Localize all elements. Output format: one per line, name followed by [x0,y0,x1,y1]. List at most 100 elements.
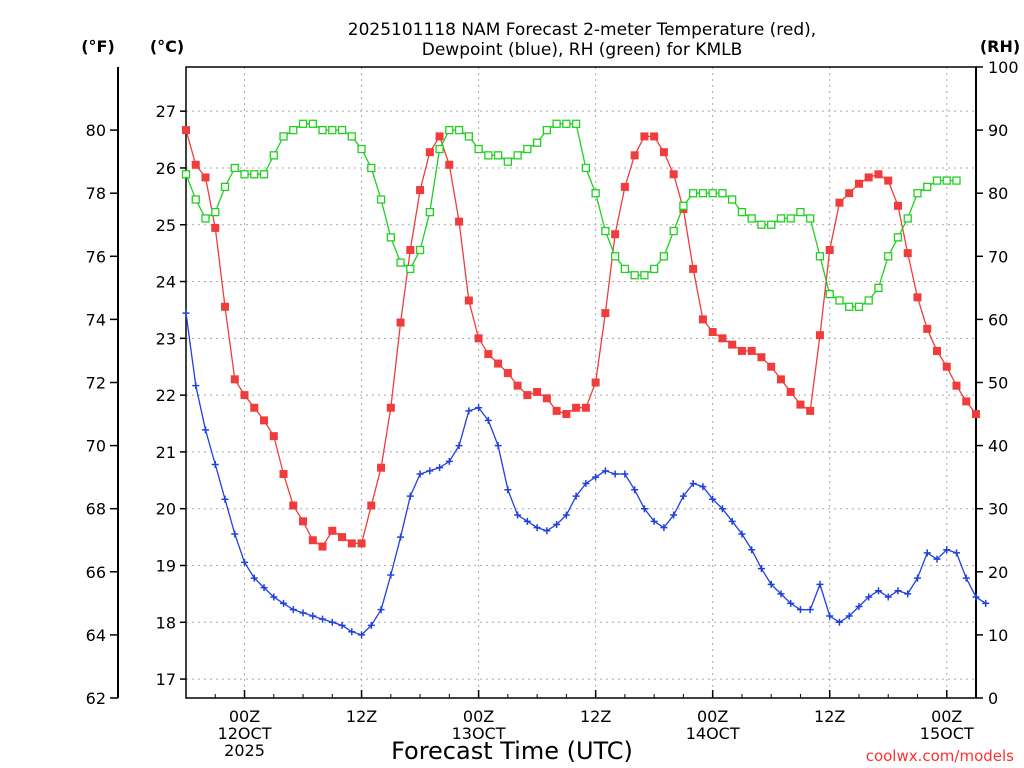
data-point [972,593,980,601]
data-point [893,233,903,242]
data-point [241,558,249,566]
data-point [465,407,473,415]
data-point [445,457,453,465]
data-point [396,258,405,267]
data-point [708,328,717,337]
data-point [709,495,717,503]
data-point [523,517,531,525]
data-point [659,148,668,157]
data-point [386,403,395,412]
data-point [640,271,649,280]
data-point [367,163,376,173]
data-point [669,170,678,179]
data-point [650,517,658,525]
data-point [650,132,659,141]
data-point [318,542,327,551]
data-point [211,207,220,217]
data-point [250,574,258,582]
data-point [903,214,912,223]
data-point [884,252,893,261]
data-point [932,346,941,355]
data-point [182,309,190,317]
data-point [835,296,844,305]
data-point [631,486,639,494]
data-point [552,406,561,415]
data-point [913,574,921,582]
data-point [640,505,648,513]
data-point [357,539,366,548]
time-tick-label: 14OCT [686,724,740,743]
rh-tick-label: 60 [988,310,1008,329]
rh-tick-label: 90 [988,121,1008,140]
data-point [416,470,424,478]
data-point [240,391,249,400]
time-tick-label: 12Z [580,707,611,726]
data-point [406,264,415,274]
data-point [201,173,210,182]
data-point [397,533,405,541]
data-point [903,249,912,258]
data-point [455,217,464,226]
unit-label-fahrenheit: (°F) [81,37,115,56]
data-point [289,125,298,135]
plot-frame [185,66,977,699]
data-point [952,176,961,185]
data-point [250,403,259,412]
data-point [679,492,687,500]
data-point [630,271,639,280]
grid [186,67,976,698]
data-point [464,296,473,305]
data-point [425,148,434,157]
data-point [299,517,308,526]
data-point [757,220,766,229]
data-point [767,580,775,588]
fahrenheit-tick-label: 72 [86,374,106,393]
data-point [542,125,552,135]
axes [117,66,977,699]
data-point [913,189,922,198]
data-point [659,252,669,261]
data-point [299,609,307,617]
data-point [620,264,630,274]
x-axis-label: Forecast Time (UTC) [391,737,633,765]
data-point [348,628,356,636]
data-point [923,324,932,333]
data-point [767,220,776,229]
fahrenheit-tick-label: 76 [86,247,106,266]
data-point [757,353,766,362]
rh-tick-label: 0 [988,689,998,708]
celsius-tick-label: 19 [156,556,176,575]
data-point [669,226,678,236]
rh-tick-label: 30 [988,500,1008,519]
series-line-temperature [185,129,977,548]
data-point [854,302,864,311]
data-point [787,599,795,607]
fahrenheit-tick-label: 68 [86,500,106,519]
data-point [279,132,288,141]
time-tick-label: 13OCT [452,724,506,743]
data-point [689,189,698,198]
data-point [435,132,444,141]
data-point [933,555,941,563]
data-point [562,119,571,128]
data-point [328,526,337,535]
celsius-tick-label: 21 [156,443,176,462]
data-point [484,416,492,424]
data-point [386,233,395,242]
data-point [201,214,210,223]
fahrenheit-tick-label: 78 [86,184,106,203]
data-point [250,170,259,179]
data-point [542,394,551,403]
data-point [474,334,483,343]
data-point [543,527,551,535]
celsius-tick-label: 25 [156,216,176,235]
time-tick-label: 2025 [224,741,265,760]
credit-label: coolwx.com/models [866,747,1014,765]
data-point [532,138,542,147]
data-point [221,495,229,503]
data-point [230,375,239,384]
celsius-tick-label: 22 [156,386,176,405]
rh-tick-label: 50 [988,374,1008,393]
data-point [610,252,620,261]
data-point [757,565,765,573]
